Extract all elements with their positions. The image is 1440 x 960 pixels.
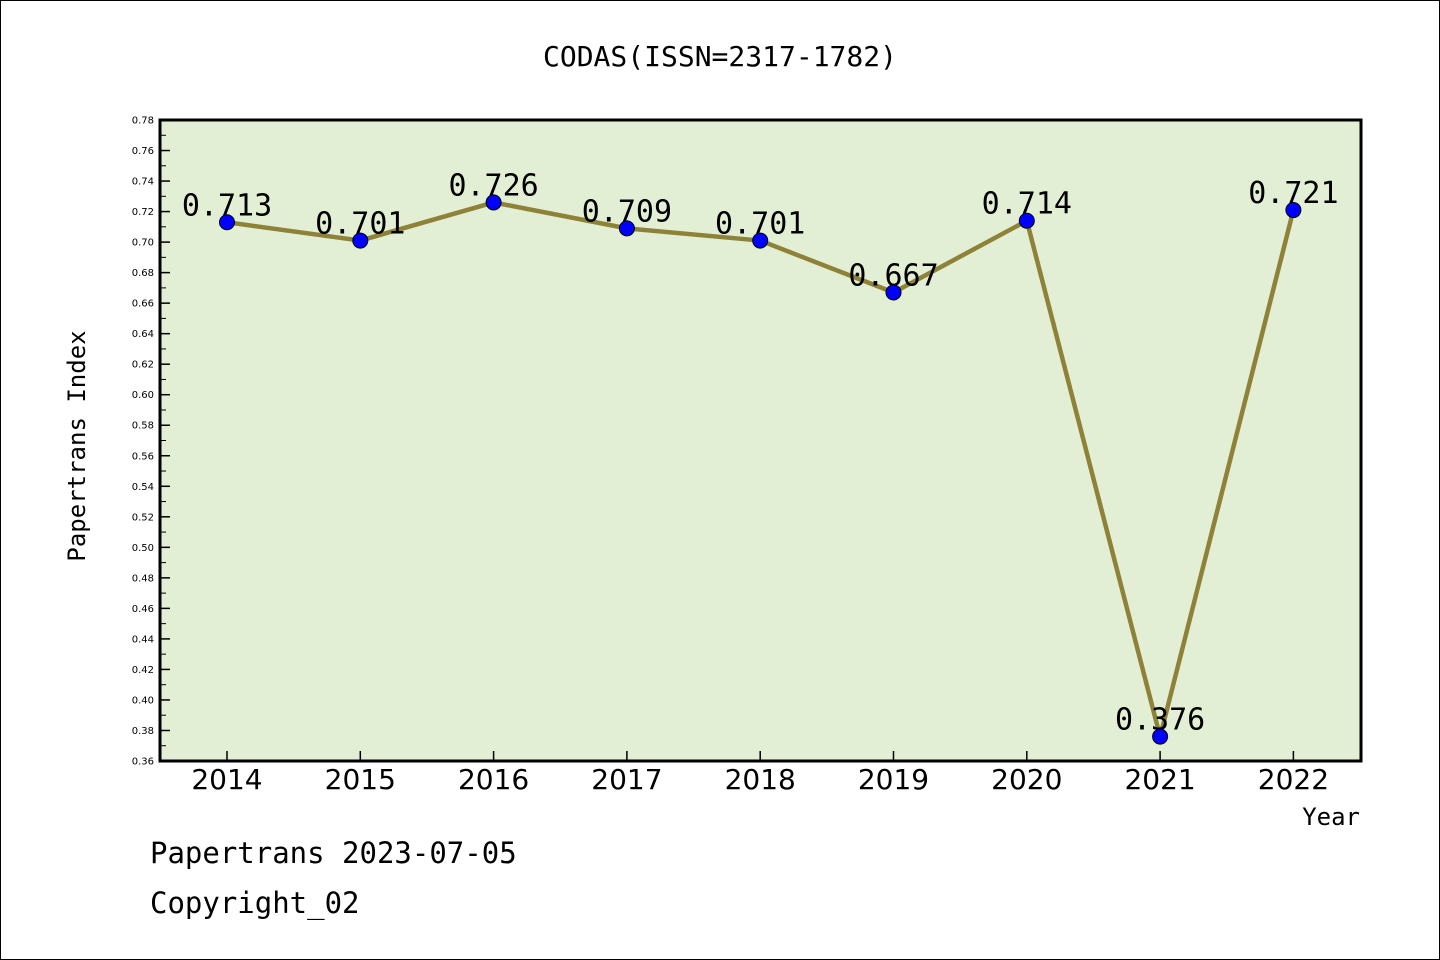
x-axis: 2014 2015 2016 2017 2018 2019 2020 2021 2022 xyxy=(191,751,1329,796)
data-label: 0.721 xyxy=(1248,176,1338,211)
data-point xyxy=(485,194,502,211)
x-tick-label: 2016 xyxy=(458,763,529,796)
y-axis: 0.36 0.38 0.40 0.42 0.44 0.46 0.48 0.50 0.52 0.54… xyxy=(132,116,170,768)
footer-date: Papertrans 2023-07-05 xyxy=(150,836,517,870)
y-tick-label: 0.54 xyxy=(132,482,154,493)
data-label: 0.714 xyxy=(982,187,1072,222)
y-tick-label: 0.74 xyxy=(132,177,154,188)
data-point xyxy=(618,220,635,237)
y-tick-label: 0.72 xyxy=(132,207,154,218)
data-label: 0.709 xyxy=(582,194,672,229)
y-tick-label: 0.52 xyxy=(132,512,154,523)
y-tick-label: 0.56 xyxy=(132,451,154,462)
y-tick-label: 0.44 xyxy=(132,634,154,645)
y-tick-label: 0.46 xyxy=(132,604,154,615)
y-tick-label: 0.70 xyxy=(132,238,154,249)
y-tick-label: 0.48 xyxy=(132,573,154,584)
x-tick-label: 2014 xyxy=(191,763,262,796)
y-tick-label: 0.78 xyxy=(132,116,154,127)
footer-copyright: Copyright_02 xyxy=(150,886,360,920)
data-label: 0.726 xyxy=(448,168,538,203)
x-tick-label: 2018 xyxy=(725,763,796,796)
data-point xyxy=(752,232,769,249)
y-axis-label: Papertrans Index xyxy=(63,330,91,561)
data-point xyxy=(1018,212,1035,229)
data-labels: 0.713 0.701 0.726 0.709 0.701 0.667 0.714 0.376… xyxy=(182,168,1339,737)
x-axis-label: Year xyxy=(1302,803,1360,831)
data-label: 0.713 xyxy=(182,188,272,223)
x-tick-label: 2019 xyxy=(858,763,929,796)
x-tick-label: 2021 xyxy=(1124,763,1195,796)
y-tick-label: 0.62 xyxy=(132,360,154,371)
y-tick-label: 0.64 xyxy=(132,329,154,340)
y-tick-label: 0.38 xyxy=(132,726,154,737)
y-tick-label: 0.42 xyxy=(132,665,154,676)
y-tick-label: 0.40 xyxy=(132,695,154,706)
y-tick-label: 0.68 xyxy=(132,268,154,279)
data-label: 0.701 xyxy=(315,207,405,242)
data-point xyxy=(352,232,369,249)
y-tick-label: 0.76 xyxy=(132,146,154,157)
data-markers xyxy=(219,194,1302,745)
data-point xyxy=(1285,202,1302,219)
y-tick-label: 0.58 xyxy=(132,421,154,432)
x-tick-label: 2022 xyxy=(1258,763,1329,796)
y-tick-label: 0.50 xyxy=(132,543,154,554)
x-tick-label: 2017 xyxy=(591,763,662,796)
data-point xyxy=(219,214,235,231)
x-tick-label: 2015 xyxy=(325,763,396,796)
data-label: 0.701 xyxy=(715,207,805,242)
data-label: 0.667 xyxy=(848,258,938,293)
plot-area xyxy=(158,118,1363,763)
y-tick-label: 0.66 xyxy=(132,299,154,310)
y-tick-label: 0.60 xyxy=(132,390,154,401)
y-tick-label: 0.36 xyxy=(132,757,154,768)
x-tick-label: 2020 xyxy=(991,763,1062,796)
data-label: 0.376 xyxy=(1115,703,1205,738)
chart-title: CODAS(ISSN=2317-1782) xyxy=(543,40,897,73)
data-point xyxy=(1152,728,1169,745)
data-point xyxy=(885,284,902,301)
